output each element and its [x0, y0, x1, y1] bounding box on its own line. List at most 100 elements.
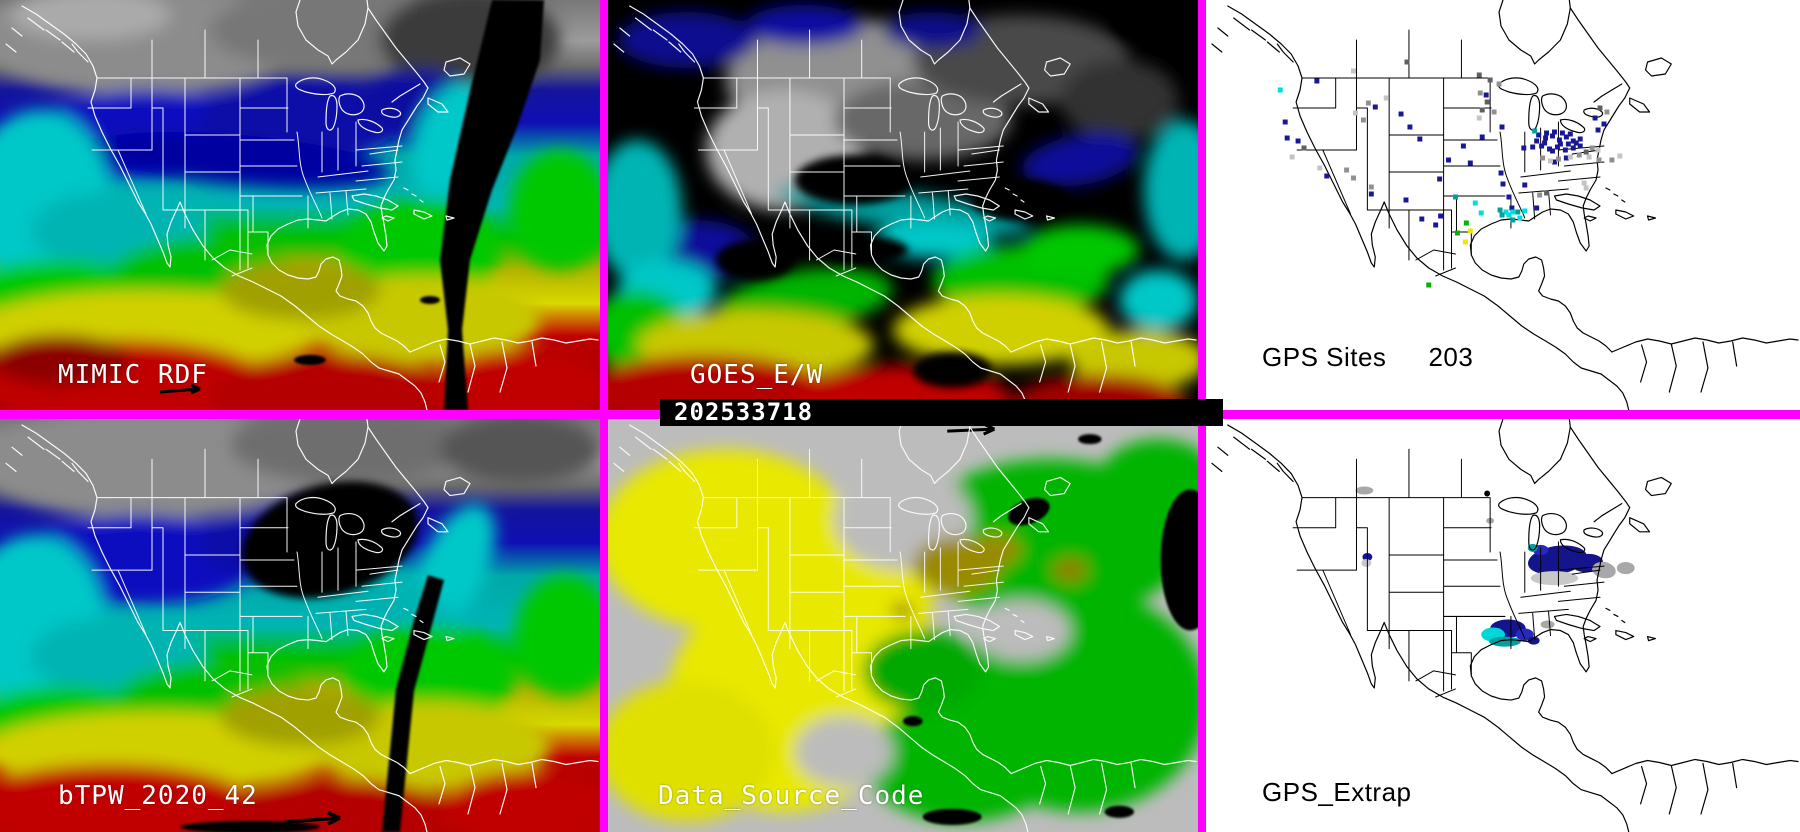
gps-site-dot [1497, 207, 1503, 213]
gps-site-dot [1570, 145, 1576, 151]
gps-site-dot [1534, 205, 1540, 211]
gps-extrap-region [1527, 636, 1540, 645]
gps-site-dot [1360, 117, 1366, 123]
frame-timestamp-bar: 202533718 [660, 399, 1223, 426]
gps-site-dot [1476, 115, 1482, 121]
wind-arrow-icon [284, 811, 341, 826]
gps-site-dot [1368, 191, 1374, 197]
gps-site-dot [1552, 159, 1557, 165]
gps-site-dot [1491, 109, 1497, 115]
gps-site-dot [1433, 222, 1439, 228]
gps-site-dot [1583, 185, 1589, 191]
gps-site-dot [1544, 190, 1550, 196]
frame-timestamp-text: 202533718 [674, 398, 814, 426]
gps-site-dot [1368, 184, 1374, 190]
gps-site-dot [1460, 143, 1466, 149]
gps-site-dot [1510, 217, 1516, 223]
gps-site-dot [1467, 228, 1473, 234]
gps-site-dot [1498, 170, 1504, 176]
gps-site-dot [1581, 180, 1587, 186]
gps-site-dot [1517, 215, 1523, 221]
gps-site-dot [1301, 145, 1307, 151]
gps-site-dot [1547, 146, 1553, 152]
gps-site-dot [1344, 167, 1350, 173]
no-data-storm-blob [180, 481, 444, 832]
gps-site-dot [1532, 128, 1538, 134]
gps-site-dot [1462, 239, 1468, 245]
panel-label-mimic: MIMIC RDF [58, 360, 208, 390]
gps-site-dot [1295, 138, 1301, 144]
gps-site-dot [1583, 149, 1589, 155]
panel-btpw[interactable]: bTPW_2020_42 [0, 419, 600, 832]
panel-goes-ew[interactable]: GOES_E/W [608, 0, 1198, 410]
gps-site-dot [1437, 176, 1443, 182]
gps-sites-map [1206, 0, 1800, 410]
gps-site-dot [1515, 209, 1521, 215]
gps-site-dot [1567, 154, 1573, 160]
gps-site-dot [1521, 145, 1527, 151]
gps-site-dot [1472, 200, 1478, 206]
gps-site-dot [1317, 165, 1323, 171]
gps-site-dot [1438, 213, 1444, 219]
gps-site-dot [1503, 209, 1509, 215]
gps-site-dot [1536, 132, 1542, 138]
gps-site-dot [1601, 121, 1607, 127]
gps-site-dot [1506, 194, 1512, 200]
panel-label-gps-sites: GPS Sites 203 [1262, 342, 1473, 373]
mimic-imagery [0, 0, 600, 410]
gps-site-dot [1463, 220, 1469, 226]
gps-site-dot [1522, 182, 1528, 188]
gps-site-dot [1483, 92, 1489, 98]
gps-site-dot [1589, 145, 1595, 151]
gps-extrap-region [1616, 562, 1635, 575]
gps-site-dot [1544, 130, 1550, 136]
gps-sites-title: GPS Sites [1262, 342, 1387, 372]
gps-site-dot [1403, 197, 1409, 203]
gps-site-dot [1289, 154, 1295, 160]
panel-gps-extrap[interactable]: GPS_Extrap [1206, 419, 1800, 832]
gps-extrap-region [1530, 571, 1579, 586]
panel-label-data-source: Data_Source_Code [658, 781, 925, 811]
gps-extrap-region [1515, 628, 1534, 641]
btpw-imagery [0, 419, 600, 832]
gps-site-dot [1467, 160, 1473, 166]
gps-site-dot [1426, 282, 1432, 288]
gps-site-dot [1550, 148, 1555, 154]
gps-site-dot [1552, 129, 1557, 135]
gps-site-dot [1407, 124, 1413, 130]
gps-site-dot [1548, 158, 1553, 164]
panel-mimic-rdf[interactable]: MIMIC RDF [0, 0, 600, 410]
gps-site-dot [1565, 141, 1571, 147]
panel-data-source-code[interactable]: Data_Source_Code [608, 419, 1198, 832]
gps-site-dot [1563, 155, 1569, 161]
no-data-wedge [294, 0, 544, 410]
gps-site-dots-layer [1277, 59, 1623, 288]
gps-site-dot [1365, 100, 1371, 106]
wind-arrow-icon [159, 383, 201, 395]
gps-site-dot [1550, 133, 1555, 139]
gps-site-dot [1555, 156, 1561, 162]
gps-site-dot [1559, 130, 1565, 136]
gps-site-dot [1510, 209, 1516, 215]
gps-site-dot [1596, 157, 1602, 163]
gps-site-dot [1324, 173, 1330, 179]
gps-sites-count: 203 [1428, 342, 1474, 372]
panel-gps-sites[interactable]: GPS Sites 203 [1206, 0, 1800, 410]
gps-extrap-region [1484, 490, 1491, 497]
gps-site-dot [1530, 144, 1536, 150]
gps-extrap-region [1489, 636, 1521, 647]
no-data-patches [903, 434, 1198, 825]
gps-extrap-map [1206, 419, 1800, 832]
data-source-imagery [608, 419, 1198, 832]
gps-site-dot [1539, 143, 1545, 149]
gps-site-dot [1567, 131, 1573, 137]
gps-site-dot [1577, 136, 1583, 142]
gps-site-dot [1576, 152, 1582, 158]
gps-site-dot [1570, 138, 1576, 144]
gps-site-dot [1353, 110, 1358, 116]
gps-site-dot [1534, 138, 1540, 144]
gps-site-dot [1454, 230, 1460, 236]
gps-site-dot [1282, 119, 1288, 125]
gps-site-dot [1277, 87, 1283, 93]
